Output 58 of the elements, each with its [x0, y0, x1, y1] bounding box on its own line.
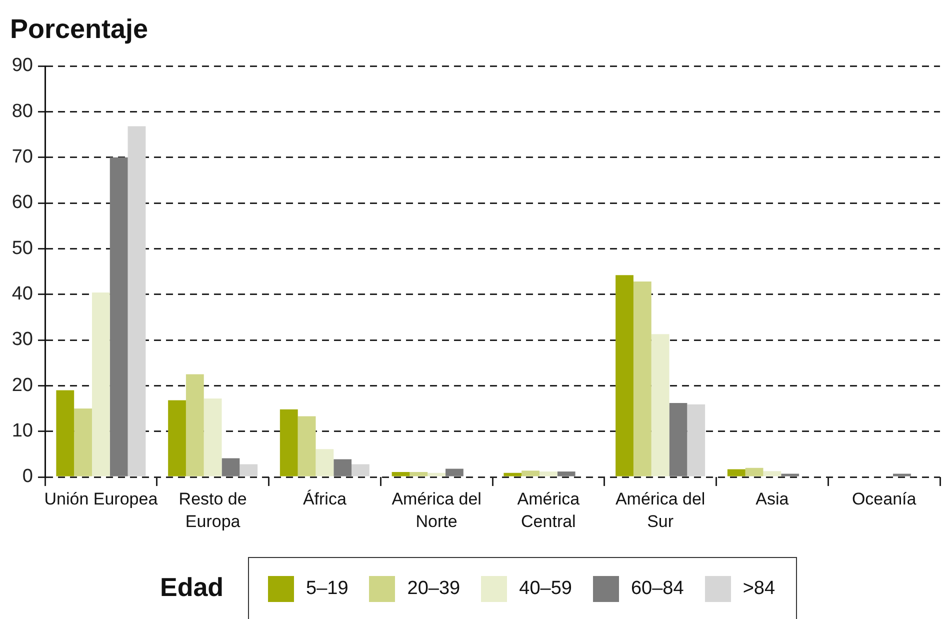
y-tick-label: 70: [12, 146, 33, 168]
bar: [539, 472, 558, 476]
bar: [745, 468, 764, 476]
bar: [110, 157, 128, 476]
bar: [557, 472, 576, 476]
x-tick-label: Oceanía: [852, 490, 917, 509]
bar: [504, 472, 522, 476]
bar: [298, 416, 316, 476]
bar: [781, 474, 800, 476]
x-tick-label: Unión Europea: [44, 490, 158, 509]
y-tick-label: 90: [12, 55, 33, 76]
bar: [352, 464, 370, 476]
bar: [522, 470, 540, 476]
x-tick-label: Resto de Europa: [178, 490, 247, 531]
bar: [616, 275, 634, 476]
y-tick-label: 50: [12, 238, 33, 259]
y-tick-label: 80: [12, 100, 33, 122]
legend-label: >84: [742, 578, 776, 600]
bar: [280, 409, 298, 476]
bar: [446, 468, 464, 476]
bar: [651, 334, 670, 476]
x-tick-label: Asia: [756, 490, 790, 509]
bar: [74, 408, 92, 476]
legend-title: Edad: [160, 572, 224, 602]
bar: [893, 474, 911, 476]
bar: [186, 374, 204, 476]
legend-label: 40–59: [519, 578, 572, 600]
bar: [168, 400, 186, 476]
x-tick-label: América del Norte: [392, 490, 482, 531]
bar: [92, 292, 110, 476]
bar: [633, 282, 652, 476]
y-tick-label: 40: [12, 284, 33, 305]
bar: [334, 459, 352, 476]
bar: [763, 471, 782, 476]
y-axis-title: Porcentaje: [10, 13, 148, 45]
y-tick-label: 10: [12, 420, 33, 442]
bar: [316, 449, 334, 476]
legend-label: 20–39: [407, 578, 460, 600]
bar: [428, 472, 446, 476]
bar: [410, 472, 428, 476]
bar: [56, 390, 74, 476]
bar: [687, 404, 706, 476]
bar: [392, 472, 410, 476]
y-tick-label: 60: [12, 192, 33, 214]
bar: [727, 469, 746, 476]
y-tick-label: 30: [12, 329, 33, 350]
y-tick-label: 0: [22, 466, 33, 488]
legend-label: 60–84: [630, 578, 684, 600]
y-tick-label: 20: [12, 374, 33, 396]
x-tick-label: África: [302, 490, 347, 509]
bar: [240, 464, 258, 476]
bar: [128, 126, 146, 476]
x-tick-label: América del Sur: [615, 490, 706, 531]
x-tick-label: América Central: [517, 490, 580, 531]
bar: [669, 403, 688, 476]
bar: [222, 458, 240, 476]
bar: [204, 398, 222, 476]
legend-label: 5–19: [306, 578, 348, 600]
